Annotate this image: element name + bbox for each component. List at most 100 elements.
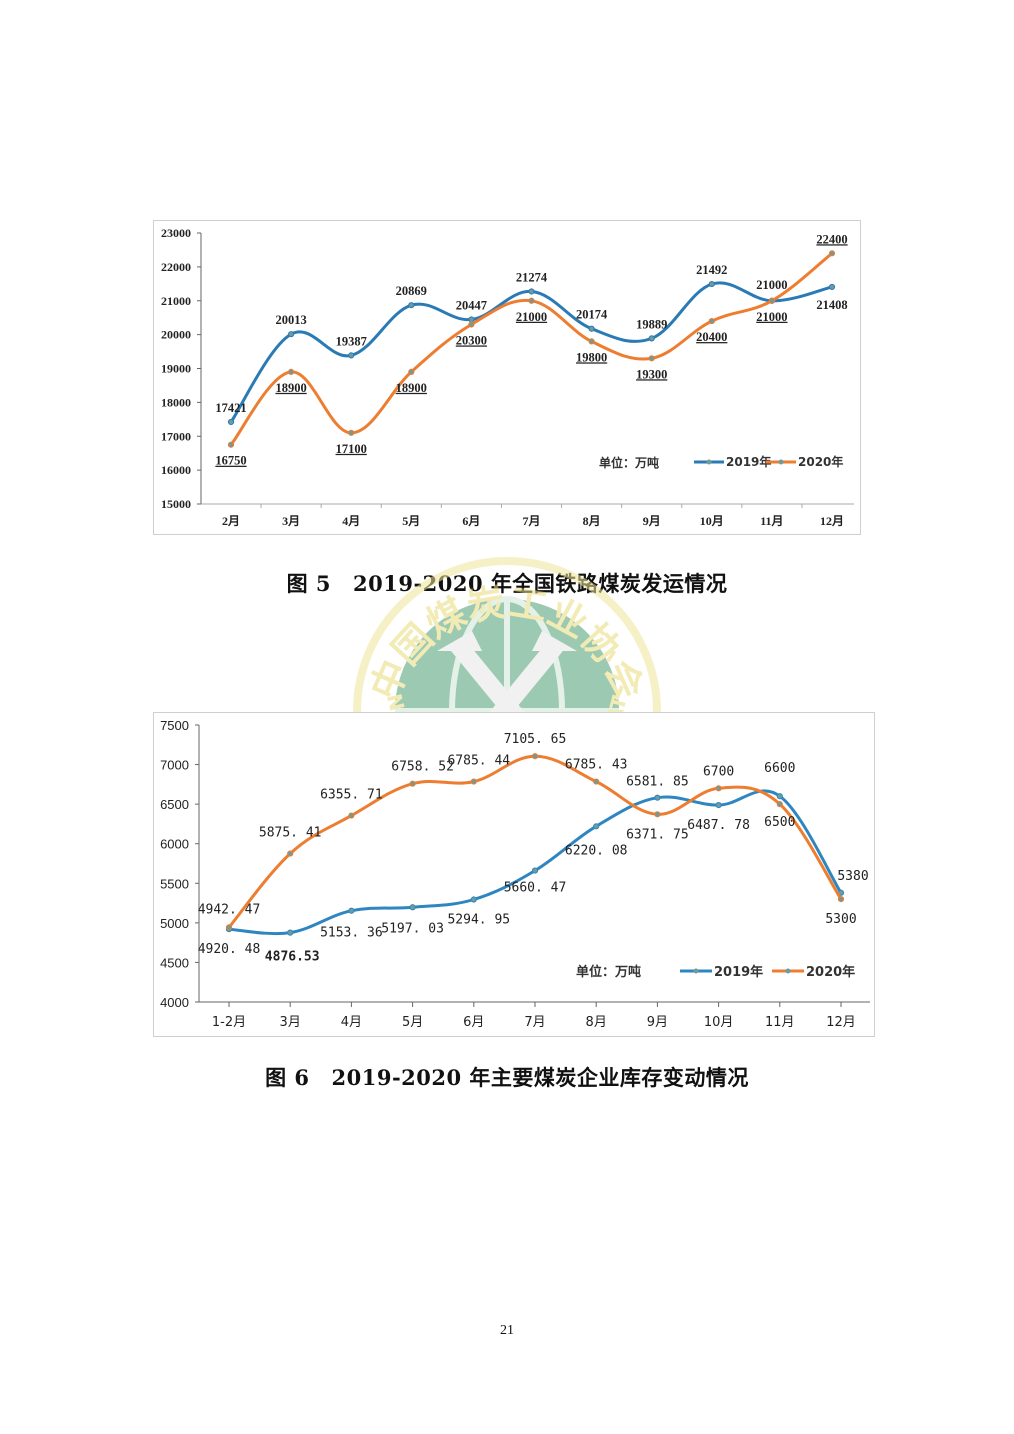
unit-label: 单位：万吨 bbox=[576, 964, 641, 980]
data-label-2020: 6371. 75 bbox=[626, 827, 689, 842]
data-point bbox=[288, 331, 295, 338]
legend-label: 2019年 bbox=[726, 454, 771, 469]
chart1-svg: 15000 16000 17000 18000 19000 20000 21000 22000… bbox=[161, 226, 854, 528]
legend-marker bbox=[693, 968, 699, 974]
figure6-caption: 图 6 2019-2020 年主要煤炭企业库存变动情况 bbox=[0, 1062, 1014, 1092]
data-point bbox=[348, 429, 355, 436]
data-point bbox=[468, 321, 475, 328]
data-label-2019: 6220. 08 bbox=[565, 843, 628, 858]
data-label-2020: 16750 bbox=[215, 454, 246, 468]
data-label-2019: 21492 bbox=[696, 263, 727, 277]
data-point bbox=[287, 850, 294, 857]
data-label-2019: 19387 bbox=[336, 334, 367, 348]
figure6-title: 2019-2020 年主要煤炭企业库存变动情况 bbox=[331, 1065, 749, 1090]
y-tick-label: 22000 bbox=[161, 260, 191, 274]
data-label-2019: 19889 bbox=[636, 317, 667, 331]
data-label-2020: 6785. 43 bbox=[565, 758, 628, 773]
data-point bbox=[348, 907, 355, 914]
data-point bbox=[593, 823, 600, 830]
x-tick-label: 4月 bbox=[342, 514, 360, 528]
data-label-2019: 20174 bbox=[576, 308, 608, 322]
y-tick-label: 6000 bbox=[160, 837, 189, 852]
data-point bbox=[654, 811, 661, 818]
page-number: 21 bbox=[500, 1323, 514, 1338]
data-point bbox=[593, 778, 600, 785]
x-tick-label: 9月 bbox=[643, 514, 661, 528]
data-point bbox=[531, 753, 539, 760]
y-tick-label: 19000 bbox=[161, 362, 191, 376]
data-point bbox=[227, 418, 235, 426]
chart-coal-enterprise-inventory: 4000 4500 5000 5500 6000 6500 7000 7500 1-2月 3月 4月… bbox=[153, 712, 875, 1037]
data-label-2020: 21000 bbox=[516, 310, 547, 324]
data-point bbox=[408, 368, 415, 375]
x-tick-label: 3月 bbox=[280, 1015, 301, 1030]
data-label-2020: 6758. 52 bbox=[391, 760, 454, 775]
chart2-svg: 4000 4500 5000 5500 6000 6500 7000 7500 1-2月 3月 4月… bbox=[160, 718, 870, 1030]
y-tick-label: 5000 bbox=[160, 916, 189, 931]
data-label-2020: 19800 bbox=[576, 350, 607, 364]
y-tick-label: 16000 bbox=[161, 463, 191, 477]
data-point bbox=[528, 288, 535, 295]
data-point bbox=[708, 317, 715, 325]
data-label-2019: 5294. 95 bbox=[447, 913, 510, 928]
chart-rail-coal-shipments: 15000 16000 17000 18000 19000 20000 21000 22000… bbox=[153, 220, 861, 535]
x-tick-label: 7月 bbox=[524, 1015, 545, 1030]
y-tick-label: 17000 bbox=[161, 429, 191, 443]
data-point bbox=[287, 929, 294, 936]
y-tick-label: 4500 bbox=[160, 955, 189, 970]
x-tick-label: 4月 bbox=[341, 1015, 362, 1030]
y-tick-label: 18000 bbox=[161, 395, 191, 409]
data-label-2020: 20300 bbox=[456, 333, 487, 347]
x-tick-label: 8月 bbox=[586, 1015, 607, 1030]
y-tick-label: 7000 bbox=[160, 758, 189, 773]
data-point bbox=[588, 338, 595, 345]
data-label-2020: 17100 bbox=[336, 442, 367, 456]
data-label-2019: 6600 bbox=[764, 761, 795, 776]
y-tick-label: 4000 bbox=[160, 995, 189, 1010]
data-label-2019: 5380 bbox=[837, 869, 868, 884]
data-point bbox=[531, 867, 539, 874]
data-label-2020: 18900 bbox=[275, 381, 306, 395]
x-tick-label: 12月 bbox=[826, 1015, 856, 1030]
x-tick-label: 6月 bbox=[462, 514, 480, 528]
x-tick-label: 3月 bbox=[282, 514, 300, 528]
data-label-2019: 4876.53 bbox=[265, 950, 320, 965]
y-tick-label: 6500 bbox=[160, 797, 189, 812]
data-point bbox=[648, 335, 655, 342]
figure5-caption: 图 5 2019-2020 年全国铁路煤炭发运情况 bbox=[0, 568, 1014, 598]
data-label-2020: 5300 bbox=[825, 912, 856, 927]
data-label-2019: 6581. 85 bbox=[626, 775, 689, 790]
data-label-2020: 6355. 71 bbox=[320, 788, 383, 803]
data-point bbox=[528, 297, 535, 304]
data-point bbox=[409, 780, 416, 787]
figure6-label: 图 6 bbox=[265, 1065, 310, 1090]
data-label-2020: 20400 bbox=[696, 330, 727, 344]
x-tick-label: 5月 bbox=[402, 514, 420, 528]
x-tick-label: 7月 bbox=[522, 514, 540, 528]
data-label-2019: 6487. 78 bbox=[687, 818, 750, 833]
data-label-2019: 5660. 47 bbox=[504, 881, 567, 896]
series-line-2020年 bbox=[229, 252, 833, 446]
y-tick-label: 21000 bbox=[161, 294, 191, 308]
x-tick-label: 11月 bbox=[765, 1015, 795, 1030]
data-label-2020: 22400 bbox=[816, 232, 847, 246]
x-tick-label: 11月 bbox=[760, 514, 783, 528]
data-label-2020: 21000 bbox=[756, 310, 787, 324]
legend-marker bbox=[706, 459, 712, 465]
series-line-2019年 bbox=[228, 789, 843, 936]
x-tick-label: 8月 bbox=[583, 514, 601, 528]
data-point bbox=[837, 896, 845, 903]
data-point bbox=[588, 325, 595, 332]
data-point bbox=[409, 904, 416, 911]
data-point bbox=[828, 283, 836, 291]
data-label-2020: 6500 bbox=[764, 815, 795, 830]
x-tick-label: 6月 bbox=[463, 1015, 484, 1030]
x-tick-label: 10月 bbox=[704, 1015, 734, 1030]
y-tick-label: 5500 bbox=[160, 876, 189, 891]
data-label-2019: 20013 bbox=[275, 313, 306, 327]
data-label-2019: 20447 bbox=[456, 298, 487, 312]
legend-marker bbox=[785, 968, 791, 974]
x-tick-label: 2月 bbox=[222, 514, 240, 528]
data-point bbox=[408, 302, 415, 309]
data-label-2019: 5153. 36 bbox=[320, 926, 383, 941]
